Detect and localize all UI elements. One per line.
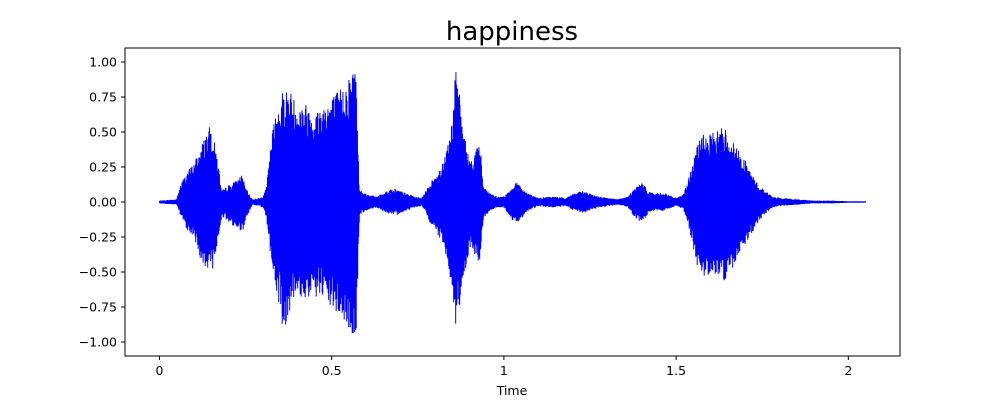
x-tick-label: 0.5 <box>322 363 342 378</box>
y-tick-label: 0.50 <box>89 125 117 140</box>
y-tick-label: 0.00 <box>89 195 117 210</box>
x-tick-label: 2 <box>844 363 852 378</box>
chart-title: happiness <box>446 17 578 47</box>
waveform-series <box>158 72 867 334</box>
y-tick-label: −1.00 <box>79 335 117 350</box>
y-tick-label: 1.00 <box>89 55 117 70</box>
x-tick-label: 1 <box>500 363 508 378</box>
x-tick-label: 0 <box>155 363 163 378</box>
x-axis: 0 0.5 1 1.5 2 <box>155 356 852 378</box>
plot-area <box>158 72 867 334</box>
y-tick-label: 0.25 <box>89 160 117 175</box>
y-axis: 1.00 0.75 0.50 0.25 0.00 −0.25 −0.50 −0.75 −1.00 <box>79 55 125 350</box>
y-tick-label: −0.50 <box>79 265 117 280</box>
y-tick-label: −0.75 <box>79 300 117 315</box>
y-tick-label: −0.25 <box>79 230 117 245</box>
y-tick-label: 0.75 <box>89 90 117 105</box>
x-tick-label: 1.5 <box>666 363 686 378</box>
x-axis-label: Time <box>496 383 528 398</box>
